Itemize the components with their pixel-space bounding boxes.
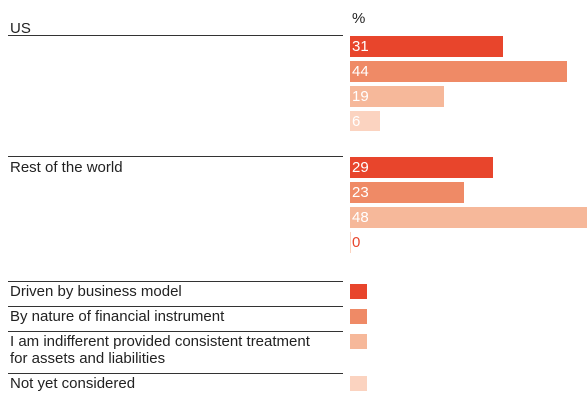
legend-label: By nature of financial instrument [10,308,225,325]
legend-rule [8,306,343,307]
legend-swatch [350,309,367,324]
legend-label: Not yet considered [10,375,136,392]
group-rule [8,156,343,157]
value-label: 0 [352,234,361,251]
legend-swatch [350,334,367,349]
value-label: 19 [352,88,369,105]
bar [350,36,504,57]
unit-label: % [352,10,366,27]
value-label: 23 [352,184,369,201]
group-rule [8,35,343,36]
legend-swatch [350,376,367,391]
group-label: Rest of the world [10,159,123,176]
bar [350,157,494,178]
bar [350,182,464,203]
legend-label: Driven by business model [10,283,182,300]
value-label: 44 [352,63,369,80]
legend-label: I am indifferent provided consistent tre… [10,333,310,367]
legend-rule [8,281,343,282]
bar [350,111,380,131]
value-label: 6 [352,113,361,130]
bar [350,86,444,107]
value-label: 29 [352,159,369,176]
legend-swatch [350,284,367,299]
zero-tick [350,232,351,253]
value-label: 48 [352,209,369,226]
bar [350,61,568,82]
group-label: US [10,20,31,37]
legend-rule [8,331,343,332]
legend-rule [8,373,343,374]
value-label: 31 [352,38,369,55]
bar [350,207,587,228]
